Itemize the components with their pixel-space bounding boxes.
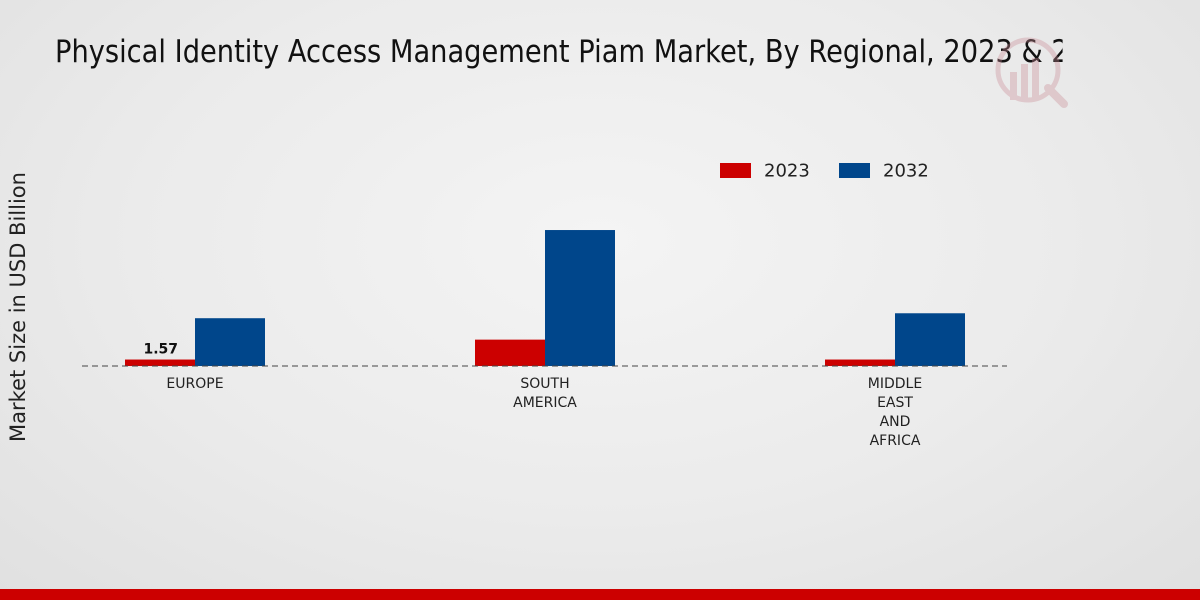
bar-2023-middle-east-and-africa[interactable] — [825, 359, 895, 366]
y-axis-label: Market Size in USD Billion — [6, 172, 30, 442]
x-tick-label-line: SOUTH — [520, 376, 569, 392]
bar-2032-middle-east-and-africa[interactable] — [895, 313, 965, 366]
bars-layer: 1.57 — [125, 230, 965, 366]
x-tick-label-line: AMERICA — [513, 395, 577, 411]
x-tick-label: SOUTH AMERICA — [513, 376, 577, 411]
bottom-accent-bar — [0, 589, 1200, 600]
watermark-logo-icon — [995, 37, 1068, 108]
x-tick-label-line: EUROPE — [166, 376, 223, 392]
legend-label-2023: 2023 — [764, 161, 810, 182]
legend[interactable]: 2023 2032 — [720, 161, 929, 182]
legend-label-2032: 2032 — [883, 161, 929, 182]
x-tick-labels: EUROPE SOUTH AMERICA MIDDLE EAST AND AFRICA — [166, 376, 922, 449]
x-tick-label-line: AFRICA — [870, 433, 921, 449]
x-tick-label: MIDDLE EAST AND AFRICA — [868, 376, 922, 449]
bar-2023-europe[interactable] — [125, 359, 195, 366]
bar-2032-europe[interactable] — [195, 318, 265, 366]
bar-2023-south-america[interactable] — [475, 339, 545, 366]
legend-swatch-2023 — [720, 163, 751, 178]
x-tick-label-line: AND — [880, 414, 911, 430]
chart-title: Physical Identity Access Management Piam… — [55, 34, 1063, 70]
bar-2032-south-america[interactable] — [545, 230, 615, 366]
legend-swatch-2032 — [839, 163, 870, 178]
x-tick-label-line: EAST — [877, 395, 913, 411]
data-label: 1.57 — [143, 342, 178, 358]
x-tick-label-line: MIDDLE — [868, 376, 922, 392]
x-tick-label: EUROPE — [166, 376, 223, 392]
